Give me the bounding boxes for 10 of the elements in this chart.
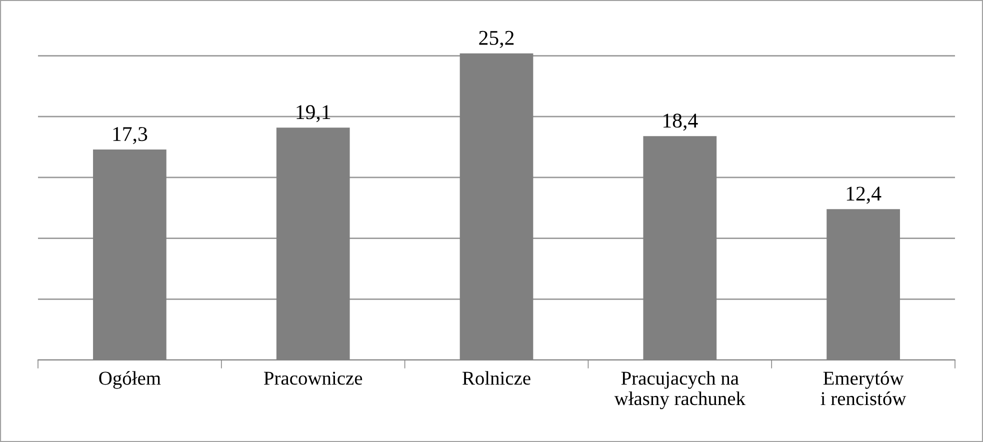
x-tick-label: Rolnicze bbox=[462, 371, 530, 385]
x-tick-label: Emerytów i rencistów bbox=[820, 371, 906, 406]
data-label: 19,1 bbox=[296, 105, 330, 122]
data-label: 17,3 bbox=[113, 127, 148, 144]
data-label: 12,4 bbox=[846, 186, 882, 204]
x-tick-label: Pracujacych na własny rachunek bbox=[614, 371, 746, 410]
data-label: 18,4 bbox=[664, 114, 698, 131]
data-label: 25,2 bbox=[479, 30, 514, 48]
x-tick-label: Ogółem bbox=[99, 371, 161, 389]
x-tick-label: Pracownicze bbox=[264, 372, 362, 385]
